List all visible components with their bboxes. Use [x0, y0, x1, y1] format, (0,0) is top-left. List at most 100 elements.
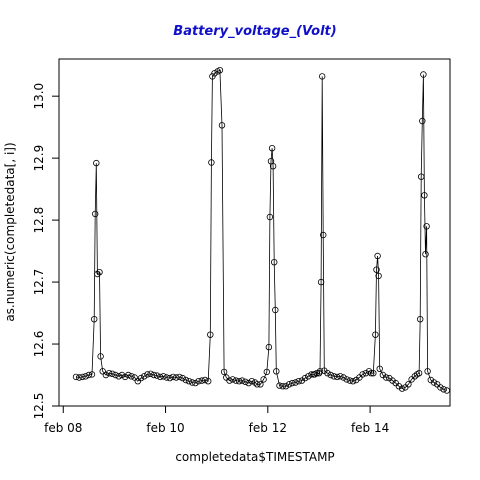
data-point [374, 252, 381, 260]
data-point [150, 371, 157, 379]
data-point [423, 223, 430, 230]
data-point [160, 373, 167, 380]
data-point [102, 371, 110, 379]
data-point [282, 383, 290, 390]
data-point [166, 374, 173, 382]
data-point [118, 371, 126, 379]
data-point [109, 370, 116, 377]
data-point [245, 379, 252, 387]
data-point [289, 379, 296, 387]
data-point [242, 378, 249, 385]
data-point [91, 210, 99, 218]
data-point [330, 373, 338, 380]
data-point [216, 66, 224, 74]
data-point [424, 368, 431, 375]
data-point [320, 231, 327, 239]
data-point [96, 269, 103, 276]
data-point [418, 173, 425, 180]
y-tick-label: 12.6 [32, 331, 46, 358]
data-point [263, 368, 270, 376]
y-tick-label: 13.0 [32, 83, 46, 110]
data-point [195, 378, 202, 385]
data-point [368, 370, 375, 377]
data-point [254, 381, 261, 388]
data-point [359, 371, 366, 378]
data-point [257, 381, 264, 388]
y-tick-label: 12.7 [32, 269, 46, 296]
data-point [121, 373, 129, 381]
series-line [75, 69, 447, 391]
data-point [273, 368, 280, 375]
data-point [163, 374, 170, 381]
data-point [260, 376, 267, 383]
data-point [265, 343, 273, 351]
data-point [313, 370, 320, 377]
x-tick-label: feb 14 [351, 421, 389, 435]
data-point [301, 374, 309, 382]
data-point [75, 374, 83, 381]
data-point [415, 370, 423, 377]
data-point [220, 368, 228, 376]
y-tick-label: 12.9 [32, 145, 46, 172]
data-point [72, 373, 80, 381]
data-point [207, 331, 214, 338]
data-point [176, 373, 183, 381]
data-point [337, 373, 344, 380]
data-point [272, 306, 279, 314]
y-tick-label: 12.8 [32, 207, 46, 234]
data-point [430, 379, 438, 386]
x-axis-label: completedata$TIMESTAMP [175, 450, 334, 464]
data-point [443, 387, 450, 394]
data-point [105, 370, 113, 377]
data-point [188, 379, 196, 386]
data-point [192, 379, 199, 387]
data-point [182, 376, 189, 384]
data-point [232, 377, 240, 384]
data-point [235, 378, 243, 385]
y-axis: 12.5 12.6 12.7 12.8 12.9 13.0 [32, 83, 60, 419]
data-point [405, 381, 412, 388]
data-point [115, 373, 122, 380]
data-point [349, 378, 357, 385]
data-point [373, 266, 380, 273]
data-point [112, 371, 119, 379]
data-point [419, 117, 426, 125]
x-tick-label: feb 10 [146, 421, 184, 435]
data-point [128, 373, 135, 380]
x-axis: feb 08 feb 10 feb 12 feb 14 [44, 405, 389, 435]
x-tick-label: feb 12 [249, 421, 287, 435]
data-point [218, 122, 226, 129]
data-point [411, 373, 418, 380]
data-point [99, 368, 106, 375]
x-tick-label: feb 08 [44, 421, 82, 435]
data-point [271, 259, 278, 266]
data-point [370, 370, 377, 377]
data-point [85, 371, 92, 379]
data-point [333, 373, 341, 381]
data-point [285, 381, 293, 388]
data-point [248, 378, 255, 385]
data-point [437, 384, 444, 391]
plot-frame [58, 58, 451, 407]
data-point [211, 70, 218, 77]
data-point [82, 373, 89, 380]
data-point [238, 377, 246, 384]
data-point [346, 377, 354, 384]
data-point [94, 270, 101, 278]
data-point [140, 373, 148, 380]
y-axis-label: as.numeric(completedata[, i]) [3, 142, 17, 321]
data-point [319, 73, 326, 80]
data-point [204, 378, 212, 385]
data-point [201, 376, 209, 384]
data-point [327, 371, 334, 379]
data-point [440, 386, 447, 393]
data-point [421, 192, 428, 199]
data-point [93, 159, 100, 167]
data-point [79, 373, 86, 381]
data-point [324, 370, 331, 377]
data-point [97, 353, 104, 360]
data-point [131, 374, 138, 381]
data-point [417, 316, 424, 323]
data-point [269, 162, 277, 170]
